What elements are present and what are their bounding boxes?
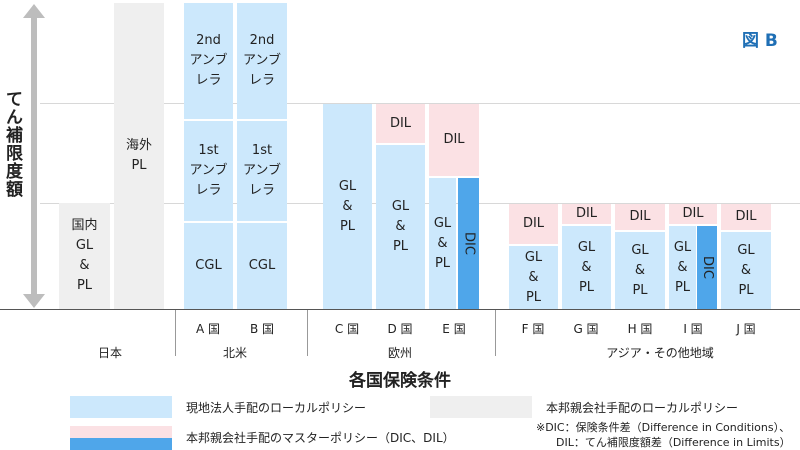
group-label-europe: 欧州 <box>387 346 412 360</box>
legend-swatch-local <box>70 396 172 418</box>
country-label-e: E 国 <box>442 322 466 336</box>
block-b-2nd-umbrella: 2nd アンブ レラ <box>237 3 287 119</box>
country-label-d: D 国 <box>387 322 413 336</box>
country-label-b: B 国 <box>249 322 275 336</box>
legend-swatch-dic <box>70 438 172 450</box>
block-c-gl-pl: GL & PL <box>323 104 372 309</box>
country-label-a: A 国 <box>195 322 221 336</box>
block-d-gl-pl: GL & PL <box>376 145 425 309</box>
block-japan-domestic: 国内 GL & PL <box>59 203 110 309</box>
block-g-dil: DIL <box>562 204 611 224</box>
separator-eu-asia <box>495 310 496 356</box>
country-label-h: H 国 <box>627 322 653 336</box>
legend-text-local: 現地法人手配のローカルポリシー <box>186 401 367 415</box>
block-b-1st-umbrella: 1st アンブ レラ <box>237 121 287 221</box>
separator-japan-na <box>175 310 176 356</box>
legend-swatch-parent-local <box>430 396 532 418</box>
country-label-f: F 国 <box>521 322 545 336</box>
block-h-gl-pl: GL & PL <box>615 232 665 309</box>
block-b-cgl: CGL <box>237 223 287 309</box>
country-label-g: G 国 <box>573 322 599 336</box>
country-label-i: I 国 <box>683 322 703 336</box>
block-japan-overseas: 海外 PL <box>114 3 164 309</box>
legend-text-parent-local: 本邦親会社手配のローカルポリシー <box>546 401 739 415</box>
block-i-dic: DIC <box>697 226 717 309</box>
block-a-2nd-umbrella: 2nd アンブ レラ <box>184 3 233 119</box>
legend-swatch-dil <box>70 426 172 438</box>
block-d-dil: DIL <box>376 104 425 143</box>
block-f-gl-pl: GL & PL <box>509 246 558 309</box>
figure-label: 図 B <box>742 31 778 51</box>
block-g-gl-pl: GL & PL <box>562 226 611 309</box>
legend-text-master: 本邦親会社手配のマスターポリシー（DIC、DIL） <box>186 431 455 445</box>
block-e-gl-pl: GL & PL <box>429 178 456 309</box>
country-label-c: C 国 <box>334 322 360 336</box>
group-label-asia-other: アジア・その他地域 <box>606 346 714 360</box>
x-axis-title: 各国保険条件 <box>349 371 451 391</box>
baseline <box>0 309 800 310</box>
group-label-north-america: 北米 <box>222 346 247 360</box>
legend-note-dic: ※DIC：保険条件差（Difference in Conditions）、 <box>536 421 791 434</box>
y-axis-arrow-icon <box>23 4 45 308</box>
country-label-j: J 国 <box>736 322 756 336</box>
separator-na-eu <box>307 310 308 356</box>
block-h-dil: DIL <box>615 204 665 230</box>
block-j-dil: DIL <box>721 204 771 230</box>
y-axis-label: てん補限度額 <box>2 90 22 198</box>
legend-note-dil: DIL：てん補限度額差（Difference in Limits） <box>556 436 791 449</box>
block-i-gl-pl: GL & PL <box>669 226 696 309</box>
block-e-dic: DIC <box>458 178 479 309</box>
block-f-dil: DIL <box>509 204 558 244</box>
block-a-cgl: CGL <box>184 223 233 309</box>
block-i-dil: DIL <box>669 204 717 224</box>
block-e-dil: DIL <box>429 104 479 176</box>
block-j-gl-pl: GL & PL <box>721 232 771 309</box>
block-a-1st-umbrella: 1st アンブ レラ <box>184 121 233 221</box>
gridline-high <box>40 103 800 104</box>
group-label-japan: 日本 <box>97 346 122 360</box>
